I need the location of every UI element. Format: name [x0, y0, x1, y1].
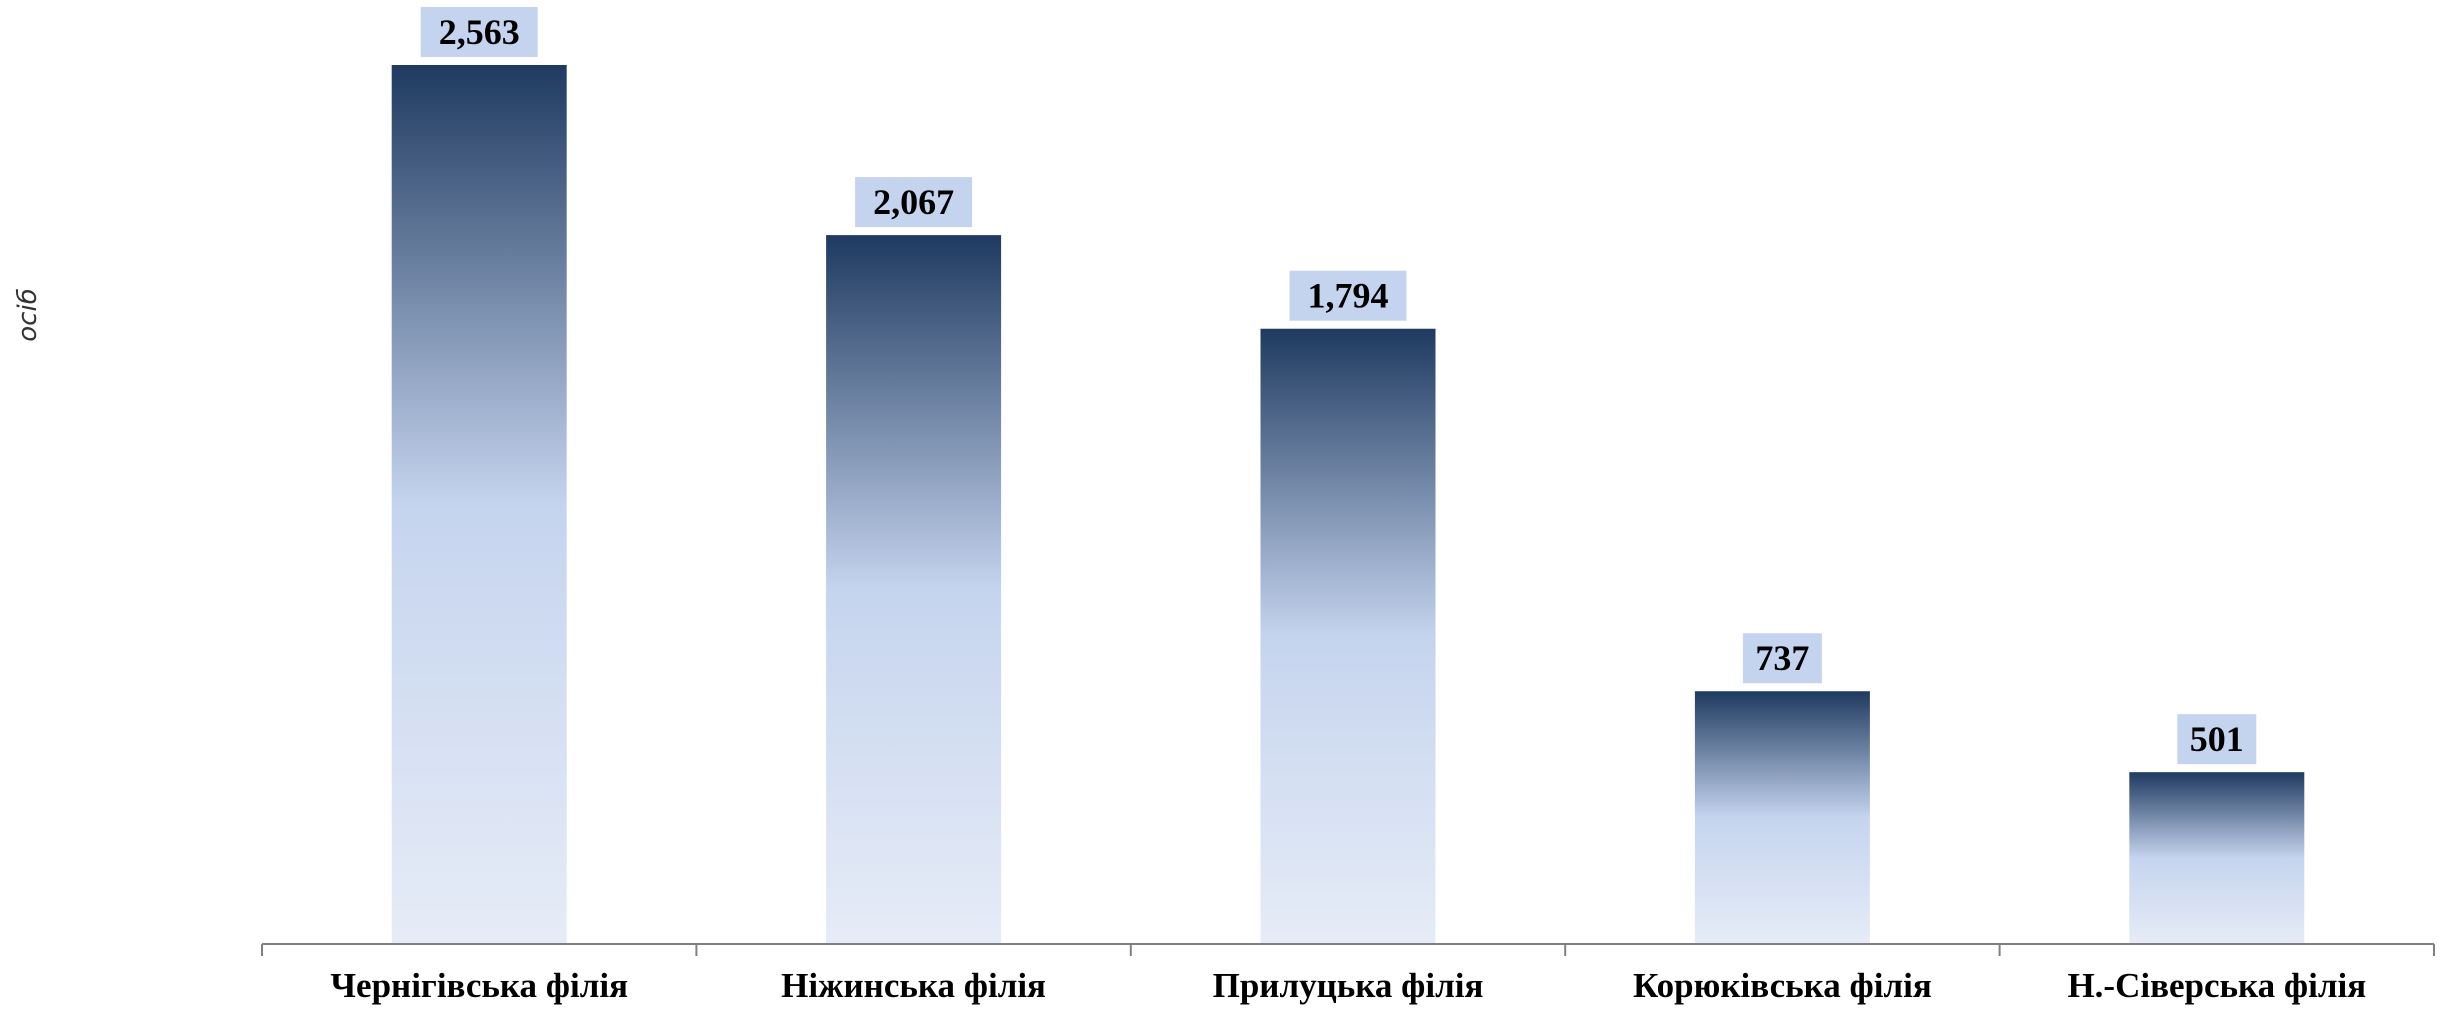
data-label-bg-4 [1742, 633, 1822, 684]
data-label-5: 501 [2190, 719, 2244, 759]
data-label-bg-5 [2177, 714, 2257, 765]
category-labels-group: Чернігівська філія Ніжинська філія Прилуць… [330, 966, 2366, 1005]
data-label-4: 737 [1755, 638, 1809, 678]
bar-3 [1260, 328, 1436, 945]
category-label-4: Корюківська філія [1633, 966, 1932, 1005]
bars-group [391, 65, 2305, 945]
category-label-5: Н.-Сіверська філія [2067, 966, 2366, 1005]
data-labels-group: 2,563 2,067 1,794 737 501 [420, 7, 2257, 765]
data-label-bg-1 [420, 7, 538, 57]
data-label-3: 1,794 [1308, 276, 1389, 316]
category-label-3: Прилуцька філія [1213, 966, 1484, 1005]
category-label-2: Ніжинська філія [781, 966, 1046, 1005]
x-axis [261, 943, 2435, 956]
data-label-1: 2,563 [439, 12, 520, 52]
bar-2 [826, 235, 1002, 944]
data-label-bg-3 [1289, 270, 1407, 321]
bar-5 [2129, 772, 2305, 944]
category-label-1: Чернігівська філія [330, 966, 628, 1005]
bar-4 [1694, 691, 1870, 944]
bar-1 [391, 65, 567, 944]
data-label-bg-2 [855, 177, 973, 228]
y-axis-label: осіб [13, 288, 43, 341]
data-label-2: 2,067 [873, 182, 954, 222]
